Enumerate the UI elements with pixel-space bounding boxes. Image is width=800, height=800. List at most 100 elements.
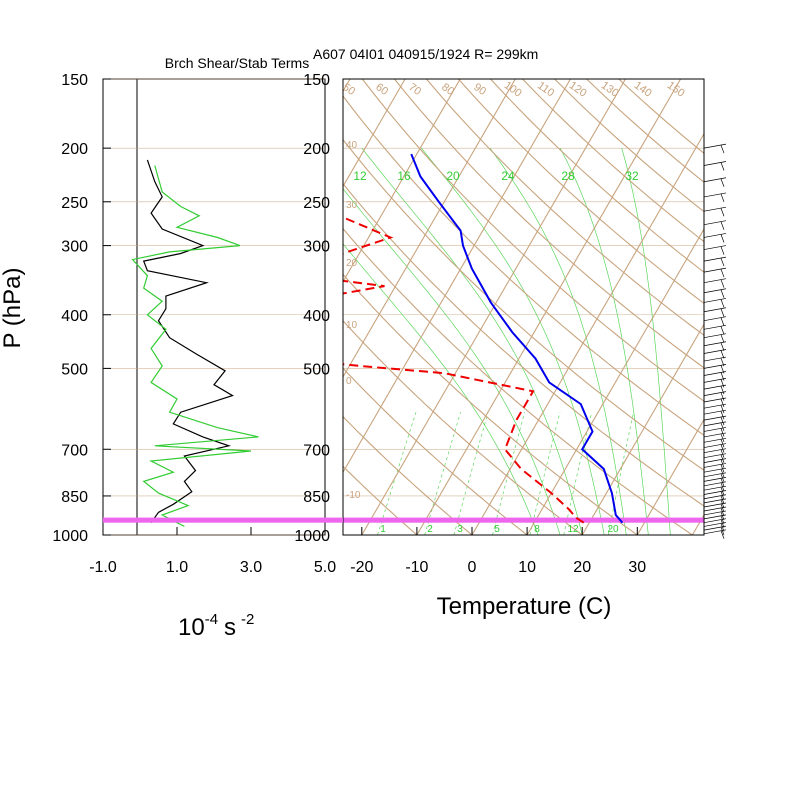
wind-barb <box>703 307 727 313</box>
isotherm <box>0 79 240 535</box>
wind-barb <box>703 467 727 473</box>
mixing-ratio-label: 12 <box>567 524 579 535</box>
wind-barb-flag <box>720 246 725 255</box>
wind-barb <box>703 506 727 512</box>
wind-barb <box>703 267 727 273</box>
skew-y-tick-label: 850 <box>303 489 330 506</box>
moist-adiabat <box>421 147 605 535</box>
temperature-trace <box>410 153 624 524</box>
wind-barb-flag <box>720 416 725 426</box>
wind-barb <box>703 161 727 166</box>
dry-adiabat <box>490 79 704 273</box>
wind-barb <box>703 397 727 403</box>
wind-barb-flag <box>720 515 725 524</box>
wind-barb <box>703 341 727 347</box>
wind-barb-flag <box>720 454 725 463</box>
wind-barb-flag <box>720 433 725 443</box>
isotherm <box>343 79 516 379</box>
wind-barb-flag <box>720 449 725 458</box>
wind-barb-flag <box>720 464 725 473</box>
dry-adiabat <box>343 273 638 535</box>
wind-barb <box>703 525 727 531</box>
moist-adiabat-label: 28 <box>561 169 575 183</box>
dry-adiabat-label: 70 <box>406 81 423 98</box>
wind-barb <box>703 371 727 376</box>
wind-barb-flag <box>720 392 725 401</box>
highlight-band-left <box>103 517 343 523</box>
left-x-tick-label: 3.0 <box>240 559 262 576</box>
y-tick-label: 400 <box>61 308 88 325</box>
mixing-ratio-line <box>563 412 593 535</box>
dry-adiabat <box>343 227 693 535</box>
dry-adiabat <box>343 367 528 535</box>
left-panel-title: Brch Shear/Stab Terms <box>165 55 309 71</box>
wind-barb-flag <box>720 269 725 278</box>
wind-barb <box>703 477 727 482</box>
wind-barb <box>703 522 727 527</box>
isotherm <box>0 79 185 535</box>
skew-y-tick-label: 700 <box>303 442 330 459</box>
dry-adiabats <box>343 79 704 535</box>
wind-barb-flag <box>720 385 725 395</box>
moist-adiabats <box>343 147 671 535</box>
mixing-ratio-label: 8 <box>534 524 540 535</box>
isotherm <box>581 323 704 535</box>
skew-x-ticks: -20 -10 0 10 20 30 <box>350 527 646 576</box>
isotherm <box>343 79 571 474</box>
wind-barb <box>703 518 727 524</box>
left-x-tick-label: -1.0 <box>89 559 117 576</box>
skew-x-tick-label: -10 <box>405 559 428 576</box>
skew-x-tick-label: 10 <box>518 559 536 576</box>
wind-barb <box>703 245 727 250</box>
left-x-tick-label: 5.0 <box>314 559 336 576</box>
mixing-ratio-label: 3 <box>457 524 463 535</box>
isotherm <box>343 79 406 188</box>
wind-barb <box>703 349 727 354</box>
left-x-tick-label: 1.0 <box>166 559 188 576</box>
wind-barb-flag <box>720 257 725 267</box>
skew-y-tick-label: 250 <box>303 195 330 212</box>
moist-adiabat <box>489 147 627 535</box>
moist-adiabat-label: 20 <box>446 169 460 183</box>
skew-t-panel: A607 04I01 040915/1924 R= 299km 12 16 20 24… <box>0 46 727 620</box>
wind-barb <box>703 498 727 504</box>
mixing-ratio-line <box>529 412 561 535</box>
wind-barb-flag <box>720 317 725 326</box>
wind-barb-flag <box>720 379 725 388</box>
left-grid <box>103 78 325 536</box>
dry-adiabat <box>361 79 704 402</box>
mixing-ratio-line <box>453 412 489 535</box>
left-series-line <box>142 159 234 524</box>
dewpoint-trace <box>343 216 585 524</box>
wind-barb <box>703 333 727 339</box>
dry-adiabat-label: 90 <box>471 81 488 98</box>
wind-barb <box>703 409 727 415</box>
left-y-ticks: 150 200 250 300 400 500 700 850 1000 <box>52 72 111 545</box>
isotherm-label: 20 <box>346 258 358 269</box>
wind-barb <box>703 220 727 226</box>
skew-y-tick-label: 400 <box>303 308 330 325</box>
wind-barb-flag <box>720 439 725 448</box>
isotherms <box>0 79 704 535</box>
mixing-ratio-line <box>424 412 461 535</box>
wind-barb-flag <box>720 459 725 468</box>
wind-barb <box>703 143 727 149</box>
wind-barb <box>703 356 727 362</box>
wind-barb-flag <box>720 511 725 521</box>
dry-adiabat <box>343 415 473 535</box>
wind-barb <box>703 443 727 448</box>
wind-barb-flag <box>720 299 725 308</box>
skew-y-tick-label: 300 <box>303 239 330 256</box>
left-plot-frame <box>102 78 326 536</box>
wind-barb-flag <box>720 411 725 420</box>
skew-x-tick-label: 0 <box>468 559 477 576</box>
dry-adiabat <box>425 79 704 336</box>
wind-barb-flag <box>720 422 725 431</box>
skewt-title: A607 04I01 040915/1924 R= 299km <box>313 46 538 62</box>
isotherm <box>636 418 704 535</box>
wind-barb-flag <box>720 444 725 453</box>
wind-barb <box>703 485 727 491</box>
skew-x-tick-label: 30 <box>628 559 646 576</box>
y-tick-label: 1000 <box>52 528 88 545</box>
isotherm-label: 0 <box>346 376 352 387</box>
